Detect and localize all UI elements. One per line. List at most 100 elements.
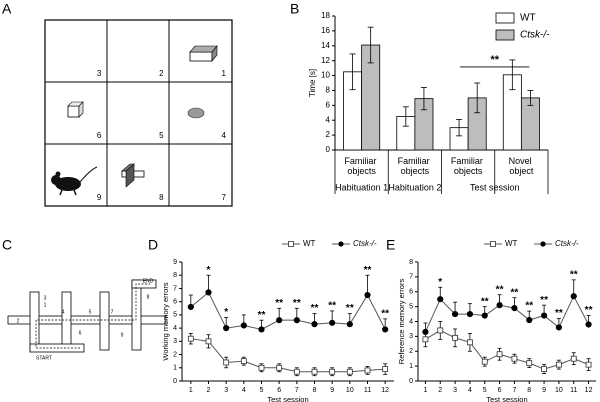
marker [187, 335, 194, 342]
x-tick-label: 1 [423, 387, 427, 394]
marker [466, 310, 474, 318]
y-tick-label: 6 [173, 299, 177, 306]
marker [481, 312, 488, 319]
marker [346, 368, 353, 375]
legend-label: Ctsk-/- [555, 239, 579, 248]
maze-label: 9 [121, 332, 124, 338]
marker [205, 289, 212, 296]
x-axis-label: Test session [267, 395, 308, 402]
legend-label: Ctsk-/- [353, 239, 377, 248]
legend-label: WT [303, 239, 316, 248]
marker [422, 328, 429, 336]
x-tick-label: 10 [346, 387, 354, 394]
marker [223, 325, 230, 332]
significance-label: ** [275, 298, 283, 309]
marker [526, 360, 533, 367]
y-tick-label: 1 [173, 365, 177, 372]
error-bar [367, 26, 374, 64]
panel-letter: A [2, 1, 12, 17]
panel-letter: B [290, 1, 299, 17]
maze [7, 279, 167, 353]
marker [451, 310, 459, 318]
significance-label: * [207, 265, 211, 276]
y-tick-label: 3 [173, 338, 177, 345]
significance-label: ** [381, 308, 389, 319]
marker [570, 293, 577, 300]
x-tick-label: 2 [207, 387, 211, 394]
error-bar [456, 119, 463, 137]
marker [422, 336, 429, 343]
marker [240, 358, 247, 365]
series-line [190, 291, 386, 330]
legend-swatch [495, 12, 515, 24]
y-tick-label: 7 [173, 285, 177, 292]
x-tick-label: 7 [295, 387, 299, 394]
y-tick-label: 12 [321, 56, 330, 65]
y-tick-label: 16 [321, 26, 330, 35]
marker [276, 317, 283, 324]
marker [555, 324, 563, 331]
y-axis-label: Reference memory errors [397, 279, 406, 365]
marker [437, 296, 444, 303]
maze-label: 4 [62, 309, 65, 315]
marker [481, 358, 488, 365]
y-tick-label: 4 [173, 325, 177, 332]
x-tick-label: 11 [364, 387, 371, 394]
maze-label: 8 [147, 294, 150, 300]
significance-label: ** [570, 269, 578, 280]
maze-label: START [36, 355, 52, 361]
significance-label: ** [555, 308, 563, 319]
marker [364, 367, 371, 374]
marker [293, 368, 300, 375]
cell-number: 7 [221, 193, 226, 202]
y-tick-label: 2 [173, 351, 177, 358]
x-tick-label: Novel object [509, 156, 535, 176]
error-bar [509, 59, 516, 91]
series-line [424, 295, 590, 333]
marker [570, 355, 577, 362]
x-tick-label: 11 [570, 387, 577, 394]
y-tick-label: 4 [409, 318, 413, 325]
y-tick-label: 10 [321, 71, 330, 80]
marker [364, 291, 371, 299]
significance-label: ** [311, 303, 319, 314]
marker [382, 366, 389, 373]
marker [511, 355, 518, 362]
y-tick-label: 8 [326, 86, 331, 95]
y-tick-label: 6 [326, 100, 331, 109]
legend-label: Ctsk-/- [520, 30, 550, 41]
legend-marker [338, 241, 344, 247]
maze-label: 5 [89, 309, 92, 315]
x-tick-label: 3 [453, 387, 457, 394]
marker [556, 361, 562, 368]
y-tick-label: 6 [409, 289, 413, 296]
x-tick-label: 12 [585, 387, 593, 394]
cell-number: 4 [221, 131, 226, 140]
y-tick-label: 1 [409, 363, 413, 370]
error-bar [420, 87, 427, 111]
panel-letter: C [2, 237, 12, 253]
y-axis-label: Working memory errors [161, 282, 170, 360]
session-label: Test session [470, 182, 520, 192]
error-bar [474, 82, 481, 114]
marker [541, 366, 547, 373]
marker [329, 368, 336, 375]
marker [467, 339, 473, 346]
session-label: Habituation 1 [335, 182, 388, 192]
x-tick-label: 1 [189, 387, 193, 394]
x-tick-label: 3 [224, 387, 228, 394]
x-tick-label: 12 [381, 387, 389, 394]
significance-label: ** [293, 298, 301, 309]
maze-label: 1 [44, 302, 47, 308]
y-tick-label: 5 [173, 312, 177, 319]
marker [223, 359, 230, 366]
significance-label: * [438, 277, 442, 288]
cell-number: 6 [97, 131, 102, 140]
panel-letter: D [148, 237, 158, 253]
x-axis-label: Test session [486, 395, 527, 402]
legend-label: WT [505, 239, 518, 248]
significance-label: * [224, 307, 228, 318]
x-tick-label: 5 [483, 387, 487, 394]
significance-label: ** [364, 265, 372, 276]
